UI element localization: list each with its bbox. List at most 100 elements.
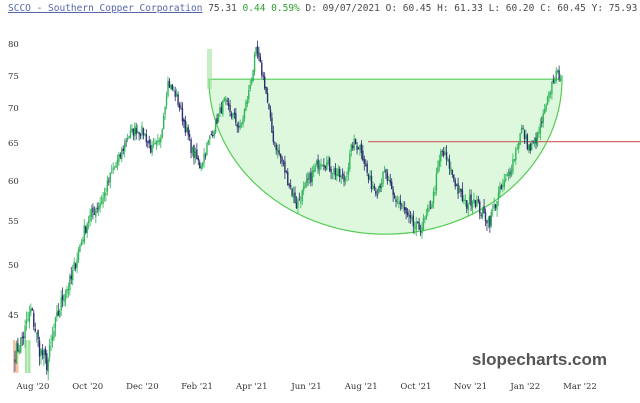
x-tick-label: Aug '20 (16, 382, 50, 392)
candle-body (136, 130, 139, 133)
x-tick-label: Oct '21 (400, 382, 431, 392)
candle-body (139, 134, 142, 136)
candle-body (76, 259, 78, 268)
candle-body (357, 148, 360, 150)
candle-body (494, 204, 497, 208)
candle-body (366, 163, 368, 173)
candle-body (484, 212, 487, 222)
candle-body (536, 132, 539, 146)
candle-body (217, 113, 220, 122)
candle-body (70, 275, 72, 280)
candle-body (487, 218, 490, 223)
candle-body (129, 130, 132, 138)
candle-body (110, 171, 113, 173)
candle-body (380, 183, 383, 189)
candle-body (515, 149, 517, 161)
quote-close: C: 60.45 (540, 3, 586, 14)
last-price: 75.31 (208, 3, 237, 14)
candle-body (51, 336, 54, 341)
candle-body (477, 199, 479, 202)
candle-body (311, 170, 314, 182)
candle-body (476, 201, 478, 207)
candle-body (141, 126, 143, 135)
candle-body (307, 178, 309, 180)
candle-body (235, 113, 237, 123)
candle-body (90, 209, 93, 217)
candle-body (67, 288, 70, 291)
candle-body (370, 175, 373, 189)
candle-body (489, 216, 491, 228)
candle-body (453, 174, 455, 180)
candle-body (212, 134, 214, 137)
candle-body (165, 96, 168, 106)
candle-body (279, 153, 282, 158)
candle-body (463, 199, 465, 202)
candle-body (63, 299, 65, 302)
candle-body (454, 179, 456, 187)
candle-body (412, 215, 415, 227)
candle-body (262, 75, 264, 77)
candle-body (328, 157, 331, 171)
candle-body (44, 348, 47, 356)
x-tick-label: Jan '22 (509, 382, 540, 392)
candle-body (346, 176, 348, 178)
candle-body (340, 175, 342, 178)
candle-body (405, 207, 407, 214)
candle-body (450, 167, 452, 171)
candle-body (240, 122, 243, 125)
candle-body (30, 308, 32, 313)
candle-body (246, 100, 249, 104)
candle-body (148, 139, 150, 144)
candle-body (292, 193, 295, 198)
candle-body (376, 194, 378, 196)
candle-body (40, 348, 42, 355)
candle-body (121, 149, 123, 160)
candle-body (416, 221, 419, 223)
candle-body (77, 249, 80, 260)
candle-body (321, 164, 324, 166)
candle-body (47, 359, 49, 372)
candle-body (59, 310, 61, 318)
candle-body (188, 134, 191, 138)
candle-body (164, 106, 166, 115)
candle-body (556, 70, 559, 72)
candle-body (181, 107, 184, 122)
candle-body (318, 164, 321, 171)
candle-body (21, 336, 23, 339)
candle-body (347, 167, 350, 175)
candle-body (336, 174, 338, 176)
x-tick-label: Apr '21 (235, 382, 268, 392)
candle-body (227, 103, 230, 106)
candle-body (451, 169, 454, 175)
volume-bar (25, 340, 28, 373)
candle-body (38, 340, 41, 357)
candle-body (359, 145, 361, 150)
candle-body (512, 159, 514, 172)
candle-body (480, 214, 482, 216)
candle-body (193, 144, 195, 159)
candle-body (493, 204, 495, 209)
candle-body (327, 159, 329, 164)
candle-body (289, 185, 292, 187)
candle-body (419, 231, 422, 233)
candle-body (85, 226, 87, 233)
symbol-link[interactable]: SCCO - Southern Copper Corporation (8, 3, 203, 14)
candle-body (108, 181, 110, 183)
candle-body (526, 134, 529, 150)
candle-body (298, 199, 301, 201)
candle-body (105, 193, 107, 195)
candle-body (554, 79, 556, 84)
candle-body (160, 137, 162, 143)
candle-body (123, 142, 126, 152)
candle-body (523, 130, 526, 139)
candle-body (48, 345, 51, 357)
candle-body (422, 217, 425, 230)
candle-body (83, 225, 85, 243)
candle-body (545, 104, 547, 110)
candle-body (99, 202, 101, 208)
candle-body (522, 127, 524, 129)
candle-body (112, 168, 114, 171)
y-tick-label: 75 (8, 72, 19, 82)
candle-body (167, 81, 169, 97)
